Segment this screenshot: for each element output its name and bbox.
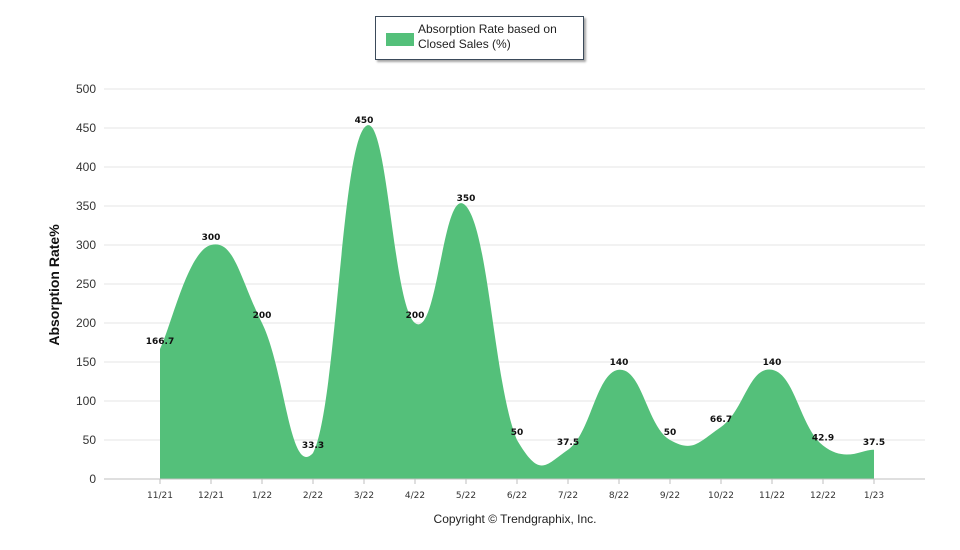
legend-label: Absorption Rate based on Closed Sales (%… bbox=[418, 22, 557, 51]
data-label: 42.9 bbox=[812, 434, 834, 444]
y-tick-label: 100 bbox=[76, 394, 96, 408]
x-tick-label: 6/22 bbox=[507, 491, 527, 501]
y-tick-label: 250 bbox=[76, 277, 96, 291]
data-label: 140 bbox=[610, 358, 629, 368]
data-label: 450 bbox=[355, 116, 374, 126]
x-tick-label: 11/21 bbox=[147, 491, 173, 501]
y-tick-label: 300 bbox=[76, 238, 96, 252]
y-tick-label: 50 bbox=[83, 433, 97, 447]
x-tick-label: 5/22 bbox=[456, 491, 476, 501]
x-tick-label: 3/22 bbox=[354, 491, 374, 501]
data-label: 350 bbox=[457, 194, 476, 204]
x-tick-label: 8/22 bbox=[609, 491, 629, 501]
x-tick-label: 7/22 bbox=[558, 491, 578, 501]
y-tick-label: 450 bbox=[76, 121, 96, 135]
y-tick-label: 150 bbox=[76, 355, 96, 369]
data-label: 50 bbox=[664, 428, 677, 438]
data-label: 37.5 bbox=[557, 438, 579, 448]
x-tick-label: 10/22 bbox=[708, 491, 734, 501]
x-tick-label: 1/22 bbox=[252, 491, 272, 501]
y-tick-label: 200 bbox=[76, 316, 96, 330]
data-label: 166.7 bbox=[146, 337, 174, 347]
y-tick-label: 350 bbox=[76, 199, 96, 213]
x-tick-label: 2/22 bbox=[303, 491, 323, 501]
area-series bbox=[160, 125, 874, 479]
x-tick-label: 9/22 bbox=[660, 491, 680, 501]
data-label: 37.5 bbox=[863, 438, 885, 448]
legend-swatch bbox=[386, 33, 414, 46]
copyright-text: Copyright © Trendgraphix, Inc. bbox=[433, 512, 597, 526]
data-label: 140 bbox=[763, 358, 782, 368]
data-label: 50 bbox=[511, 428, 524, 438]
x-tick-label: 1/23 bbox=[864, 491, 884, 501]
x-tick-label: 12/21 bbox=[198, 491, 224, 501]
y-tick-label: 500 bbox=[76, 82, 96, 96]
x-tick-label: 4/22 bbox=[405, 491, 425, 501]
x-tick-label: 12/22 bbox=[810, 491, 836, 501]
data-label: 33.3 bbox=[302, 441, 324, 451]
data-labels: 166.7 300 200 33.3 450 200 350 50 37.5 140 50 66.7 1… bbox=[146, 116, 885, 451]
y-tick-label: 0 bbox=[89, 472, 96, 486]
y-axis-label: Absorption Rate% bbox=[46, 224, 62, 346]
data-label: 200 bbox=[253, 311, 272, 321]
series-area bbox=[160, 125, 874, 479]
y-tick-label: 400 bbox=[76, 160, 96, 174]
data-label: 66.7 bbox=[710, 415, 732, 425]
data-label: 200 bbox=[406, 311, 425, 321]
data-label: 300 bbox=[202, 233, 221, 243]
axes: 0 50 100 150 200 250 300 350 400 450 500 11/21 12/21… bbox=[76, 82, 925, 501]
x-tick-label: 11/22 bbox=[759, 491, 785, 501]
legend: Absorption Rate based on Closed Sales (%… bbox=[375, 16, 584, 60]
